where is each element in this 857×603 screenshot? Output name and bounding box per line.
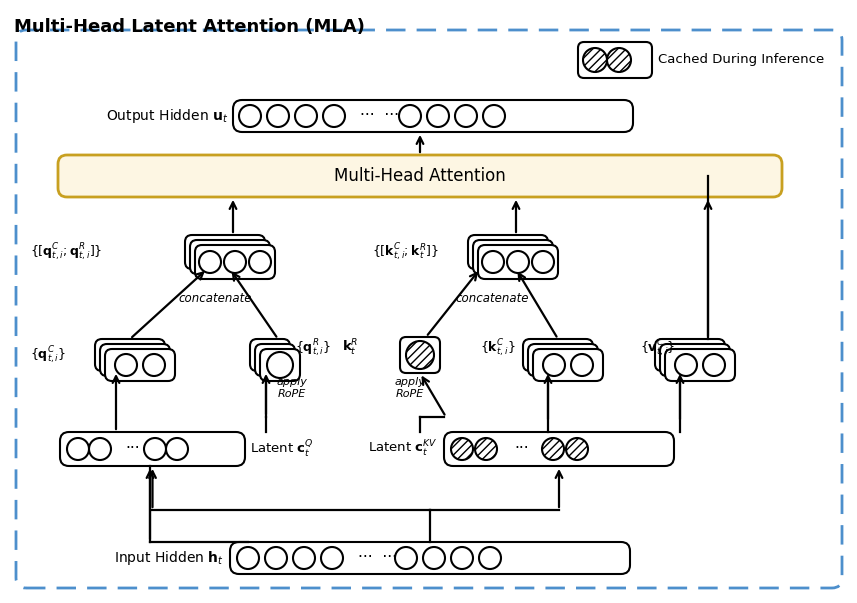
Circle shape (475, 438, 497, 460)
Circle shape (267, 105, 289, 127)
Circle shape (451, 438, 473, 460)
Text: Cached During Inference: Cached During Inference (658, 54, 824, 66)
Circle shape (703, 354, 725, 376)
Text: $\{\mathbf{q}^C_{t,i}\}$: $\{\mathbf{q}^C_{t,i}\}$ (30, 344, 66, 366)
Circle shape (455, 105, 477, 127)
FancyBboxPatch shape (260, 349, 300, 381)
Circle shape (532, 251, 554, 273)
Text: Latent $\mathbf{c}^Q_t$: Latent $\mathbf{c}^Q_t$ (250, 438, 314, 459)
Circle shape (265, 547, 287, 569)
Circle shape (267, 352, 293, 378)
FancyBboxPatch shape (105, 349, 175, 381)
Circle shape (143, 354, 165, 376)
Text: ···  ···: ··· ··· (358, 551, 398, 566)
Circle shape (321, 547, 343, 569)
FancyBboxPatch shape (185, 235, 265, 269)
Circle shape (607, 48, 631, 72)
FancyBboxPatch shape (195, 245, 275, 279)
FancyBboxPatch shape (400, 337, 440, 373)
Circle shape (395, 547, 417, 569)
FancyBboxPatch shape (478, 245, 558, 279)
FancyBboxPatch shape (100, 344, 170, 376)
Circle shape (406, 341, 434, 369)
Text: $\{\mathbf{k}^C_{t,i}\}$: $\{\mathbf{k}^C_{t,i}\}$ (480, 337, 516, 359)
FancyBboxPatch shape (660, 344, 730, 376)
FancyBboxPatch shape (255, 344, 295, 376)
Circle shape (237, 547, 259, 569)
Text: ···  ···: ··· ··· (361, 109, 399, 124)
Text: $\{\mathbf{v}^C_{t,i}\}$: $\{\mathbf{v}^C_{t,i}\}$ (640, 337, 675, 359)
Text: Output Hidden $\mathbf{u}_t$: Output Hidden $\mathbf{u}_t$ (105, 107, 228, 125)
FancyBboxPatch shape (58, 155, 782, 197)
Circle shape (224, 251, 246, 273)
FancyBboxPatch shape (468, 235, 548, 269)
Circle shape (89, 438, 111, 460)
Circle shape (423, 547, 445, 569)
FancyBboxPatch shape (233, 100, 633, 132)
Circle shape (482, 251, 504, 273)
FancyBboxPatch shape (528, 344, 598, 376)
Circle shape (479, 547, 501, 569)
Circle shape (249, 251, 271, 273)
FancyBboxPatch shape (523, 339, 593, 371)
Text: $\{\mathbf{q}^R_{t,i}\}$: $\{\mathbf{q}^R_{t,i}\}$ (295, 337, 331, 359)
Text: concatenate: concatenate (455, 291, 529, 305)
Circle shape (67, 438, 89, 460)
Circle shape (451, 547, 473, 569)
Circle shape (323, 105, 345, 127)
Circle shape (144, 438, 166, 460)
Text: apply
RoPE: apply RoPE (277, 377, 308, 399)
Text: Latent $\mathbf{c}^{KV}_t$: Latent $\mathbf{c}^{KV}_t$ (369, 439, 438, 459)
FancyBboxPatch shape (444, 432, 674, 466)
Circle shape (295, 105, 317, 127)
Circle shape (239, 105, 261, 127)
FancyBboxPatch shape (578, 42, 652, 78)
Circle shape (571, 354, 593, 376)
FancyBboxPatch shape (533, 349, 603, 381)
FancyBboxPatch shape (60, 432, 245, 466)
FancyBboxPatch shape (250, 339, 290, 371)
Circle shape (507, 251, 529, 273)
Text: concatenate: concatenate (178, 291, 252, 305)
Text: ···: ··· (126, 441, 141, 456)
Circle shape (399, 105, 421, 127)
Circle shape (542, 438, 564, 460)
Text: Input Hidden $\mathbf{h}_t$: Input Hidden $\mathbf{h}_t$ (114, 549, 224, 567)
Text: Multi-Head Latent Attention (MLA): Multi-Head Latent Attention (MLA) (14, 18, 365, 36)
Text: $\{[\mathbf{q}^C_{t,i};\mathbf{q}^R_{t,i}]\}$: $\{[\mathbf{q}^C_{t,i};\mathbf{q}^R_{t,i… (30, 241, 102, 263)
Circle shape (583, 48, 607, 72)
FancyBboxPatch shape (655, 339, 725, 371)
Text: $\{[\mathbf{k}^C_{t,i};\mathbf{k}^R_t]\}$: $\{[\mathbf{k}^C_{t,i};\mathbf{k}^R_t]\}… (372, 241, 439, 263)
Circle shape (675, 354, 697, 376)
Circle shape (427, 105, 449, 127)
Circle shape (543, 354, 565, 376)
Circle shape (166, 438, 188, 460)
FancyBboxPatch shape (473, 240, 553, 274)
Text: Multi-Head Attention: Multi-Head Attention (334, 167, 506, 185)
Text: apply
RoPE: apply RoPE (394, 377, 425, 399)
Text: $\mathbf{k}^R_t$: $\mathbf{k}^R_t$ (342, 338, 358, 358)
Circle shape (483, 105, 505, 127)
Circle shape (115, 354, 137, 376)
Circle shape (293, 547, 315, 569)
FancyBboxPatch shape (230, 542, 630, 574)
Circle shape (199, 251, 221, 273)
FancyBboxPatch shape (190, 240, 270, 274)
Circle shape (566, 438, 588, 460)
Text: ···: ··· (515, 441, 530, 456)
FancyBboxPatch shape (95, 339, 165, 371)
FancyBboxPatch shape (665, 349, 735, 381)
